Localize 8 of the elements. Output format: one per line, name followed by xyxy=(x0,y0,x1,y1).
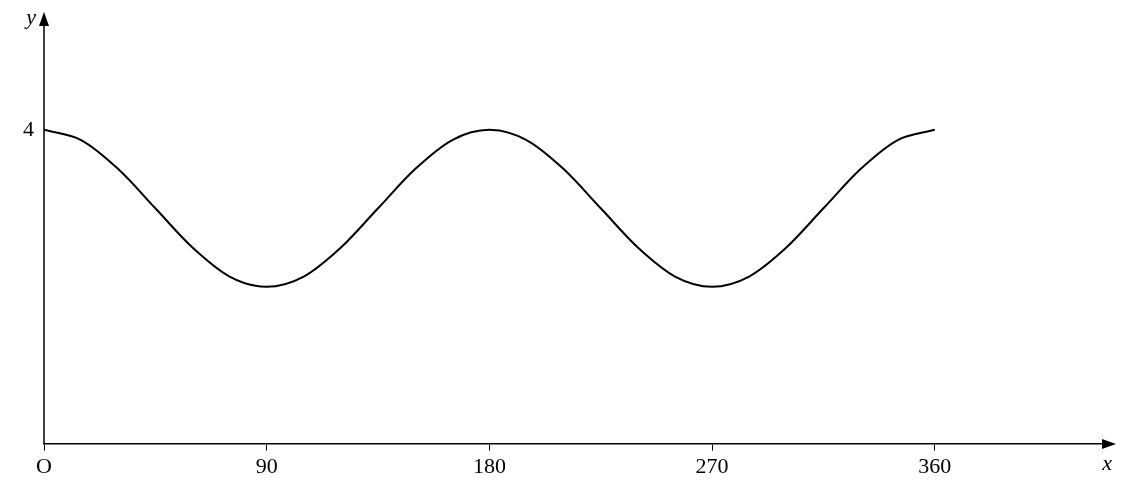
x-axis-title: x xyxy=(1101,450,1113,476)
annotation: 4 xyxy=(23,115,34,141)
x-tick-label: 360 xyxy=(918,452,952,478)
x-tick-label: 90 xyxy=(255,452,278,478)
x-tick-label: 270 xyxy=(695,452,729,478)
y-axis-title: y xyxy=(24,3,37,29)
x-tick-label: O xyxy=(36,452,52,478)
x-tick-label: 180 xyxy=(472,452,506,478)
